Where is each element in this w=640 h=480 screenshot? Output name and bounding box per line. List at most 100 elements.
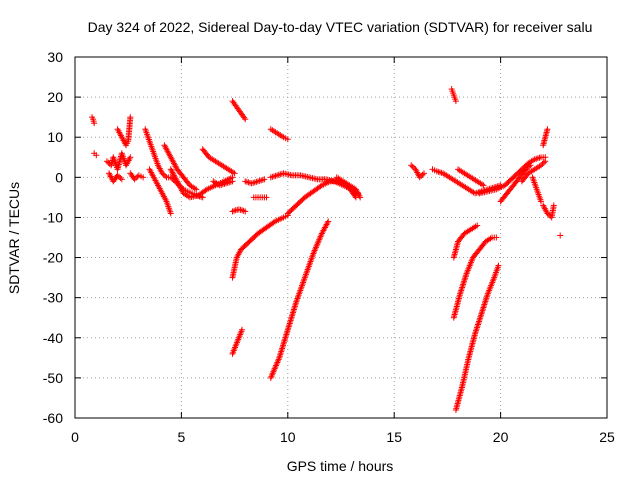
y-tick-label: -30 <box>43 290 63 306</box>
data-point-interp <box>162 172 169 179</box>
data-point <box>420 170 427 177</box>
data-point <box>544 126 551 133</box>
data-point <box>495 262 502 269</box>
data-point-interp <box>251 179 258 186</box>
data-point <box>263 194 270 201</box>
data-point <box>255 178 262 185</box>
data-point <box>114 172 121 179</box>
data-point <box>550 202 557 209</box>
data-point-interp <box>270 173 277 180</box>
x-tick-label: 10 <box>280 429 296 445</box>
data-point <box>261 176 268 183</box>
data-point <box>357 194 364 201</box>
data-point-interp <box>245 179 252 186</box>
data-point <box>229 178 236 185</box>
x-tick-label: 15 <box>386 429 402 445</box>
data-point <box>93 152 100 159</box>
y-axis-label: SDTVAR / TECUs <box>6 182 22 294</box>
data-point <box>538 162 545 169</box>
data-point-interp <box>409 163 416 170</box>
data-point <box>527 162 534 169</box>
y-tick-label: -40 <box>43 330 63 346</box>
x-tick-label: 5 <box>178 429 186 445</box>
y-tick-label: -50 <box>43 370 63 386</box>
data-point <box>493 234 500 241</box>
x-tick-label: 25 <box>599 429 615 445</box>
data-point-interp <box>419 171 426 178</box>
data-point <box>408 162 415 169</box>
x-axis-label: GPS time / hours <box>287 458 394 474</box>
data-point <box>248 180 255 187</box>
data-point-interp <box>258 177 265 184</box>
data-point-interp <box>275 171 282 178</box>
x-tick-label: 0 <box>71 429 79 445</box>
data-point <box>131 176 138 183</box>
data-point-interp <box>540 159 547 166</box>
data-point <box>242 178 249 185</box>
grid <box>75 57 607 418</box>
data-point-interp <box>525 163 532 170</box>
data-point-interp <box>202 187 209 194</box>
data-point <box>159 170 166 177</box>
x-tick-label: 20 <box>493 429 509 445</box>
data-point <box>239 326 246 333</box>
data-point <box>127 154 134 161</box>
data-point <box>480 182 487 189</box>
data-point-interp <box>250 179 257 186</box>
y-tick-label: -10 <box>43 209 63 225</box>
data-point-interp <box>259 176 266 183</box>
data-point <box>167 174 174 181</box>
data-point-interp <box>269 173 276 180</box>
data-point <box>231 170 238 177</box>
data-point <box>199 194 206 201</box>
data-point <box>474 222 481 229</box>
data-point <box>103 158 110 165</box>
plot-frame <box>74 56 608 419</box>
data-point-interp <box>115 173 122 180</box>
ticks <box>74 56 608 419</box>
data-point <box>267 174 274 181</box>
data-point-interp <box>545 211 552 218</box>
data-point <box>538 198 545 205</box>
data-point-interp <box>133 175 140 182</box>
data-point <box>523 166 530 173</box>
data-point-interp <box>418 172 425 179</box>
data-point-interp <box>243 178 250 185</box>
data-point-interp <box>272 172 279 179</box>
data-point-interp <box>240 207 247 214</box>
data-point-interp <box>524 164 531 171</box>
data-point-interp <box>117 175 124 182</box>
y-tick-label: 10 <box>47 129 63 145</box>
data-point <box>127 114 134 121</box>
data-point <box>239 207 246 214</box>
data-point-interp <box>317 183 324 190</box>
data-point-interp <box>253 178 260 185</box>
y-tick-label: -60 <box>43 410 63 426</box>
data-point <box>284 136 291 143</box>
data-point <box>542 158 549 165</box>
data-point-interp <box>536 154 543 161</box>
data-point-interp <box>270 219 277 226</box>
y-tick-label: -20 <box>43 250 63 266</box>
chart-title: Day 324 of 2022, Sidereal Day-to-day VTE… <box>88 19 593 35</box>
tick-labels: 0 5 10 15 20 25 -60 -50 -40 -30 -20 -10 0 10 20 30 <box>43 49 615 445</box>
data-point <box>118 176 125 183</box>
data-point-interp <box>435 168 442 175</box>
data-point <box>91 120 98 127</box>
data-point <box>416 174 423 181</box>
data-point-interp <box>160 171 167 178</box>
data-point <box>557 232 564 239</box>
data-point-interp <box>105 159 112 166</box>
data-point-interp <box>277 171 284 178</box>
data-point-interp <box>231 207 238 214</box>
y-tick-label: 30 <box>47 49 63 65</box>
y-tick-label: 0 <box>55 169 63 185</box>
data-point <box>452 98 459 105</box>
data-point <box>167 210 174 217</box>
data-point <box>193 186 200 193</box>
data-point <box>544 210 551 217</box>
y-tick-label: 20 <box>47 89 63 105</box>
data-points <box>89 86 564 413</box>
data-point-interp <box>256 177 263 184</box>
